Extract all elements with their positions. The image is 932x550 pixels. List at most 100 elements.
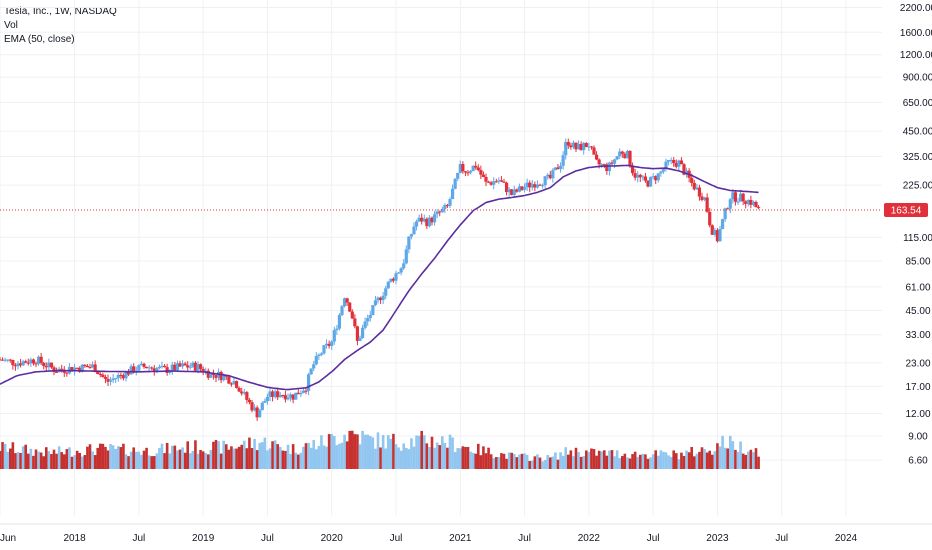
- candle-body: [26, 362, 30, 364]
- candle-body: [628, 150, 632, 167]
- candle-body: [222, 375, 226, 381]
- volume-bar: [93, 455, 97, 469]
- volume-bar: [176, 450, 179, 469]
- time-axis[interactable]: Jun 2018 Jul 2019 Jul 2020 Jul 2021 Jul 2022 Jul 20…: [0, 533, 858, 544]
- candle-body: [402, 263, 406, 269]
- candle-body: [458, 163, 462, 173]
- volume-bar: [350, 430, 354, 469]
- candle-body: [666, 160, 671, 162]
- volume-bar: [374, 448, 377, 469]
- volume-bar: [677, 459, 681, 469]
- volume-bar: [394, 444, 398, 469]
- volume-bar: [363, 434, 367, 469]
- candle-body: [330, 341, 334, 346]
- candle-body: [265, 396, 270, 402]
- volume-bar: [114, 448, 118, 469]
- volume-indicator-label[interactable]: Vol: [4, 20, 18, 31]
- volume-bar: [124, 454, 128, 469]
- volume-bar: [68, 447, 71, 469]
- candle-body: [427, 217, 432, 227]
- candle-body: [438, 211, 442, 213]
- volume-bar: [14, 453, 17, 469]
- volume-bar: [608, 450, 611, 469]
- candlestick-series: [0, 138, 761, 421]
- volume-bar: [332, 435, 336, 469]
- volume-bar: [165, 442, 169, 469]
- candle-body: [633, 173, 637, 178]
- time-tick-label: 2018: [63, 533, 86, 544]
- volume-bar: [212, 441, 215, 469]
- volume-bar: [381, 434, 385, 469]
- ema-indicator-label[interactable]: EMA (50, close): [4, 34, 75, 45]
- candle-body: [651, 176, 655, 178]
- candle-body: [497, 180, 501, 182]
- volume-bar: [299, 452, 303, 469]
- volume-bar: [327, 434, 331, 469]
- candle-body: [594, 154, 599, 160]
- candle-body: [425, 218, 429, 227]
- volume-bar: [338, 443, 341, 469]
- volume-bar: [726, 448, 730, 469]
- candle-body: [476, 167, 480, 171]
- candle-body: [42, 362, 46, 366]
- volume-bar: [523, 453, 526, 469]
- candle-body: [409, 234, 414, 237]
- volume-bar: [507, 452, 511, 469]
- candle-body: [119, 374, 123, 376]
- candle-body: [564, 141, 568, 156]
- candle-body: [270, 391, 275, 398]
- candle-body: [731, 192, 735, 200]
- candle-body: [741, 193, 745, 202]
- volume-bar: [358, 444, 362, 469]
- volume-bar: [613, 456, 616, 469]
- price-tick-label: 115.00: [903, 233, 932, 244]
- volume-bar: [356, 434, 359, 469]
- candle-body: [484, 176, 488, 182]
- volume-bar: [361, 430, 364, 469]
- candle-body: [638, 174, 642, 178]
- volume-bar: [466, 446, 470, 469]
- candle-body: [679, 160, 684, 165]
- candle-body: [489, 182, 493, 185]
- price-tick-label: 12.00: [905, 409, 930, 420]
- volume-bar: [561, 455, 565, 469]
- volume-bar: [577, 452, 580, 469]
- candle-body: [34, 363, 38, 365]
- candle-body: [492, 181, 496, 185]
- candle-body: [60, 368, 64, 370]
- volume-bar: [376, 432, 380, 469]
- volume-bar: [500, 453, 503, 469]
- candle-body: [528, 182, 532, 188]
- volume-bar: [515, 457, 519, 469]
- volume-bar: [723, 447, 727, 469]
- volume-bar: [47, 451, 51, 469]
- volume-bar: [127, 456, 130, 469]
- candle-body: [533, 184, 537, 188]
- volume-bar: [26, 453, 30, 469]
- volume-bar: [322, 445, 326, 469]
- volume-bar: [633, 451, 637, 469]
- candle-body: [584, 143, 588, 148]
- volume-bar: [158, 448, 161, 469]
- candle-body: [543, 176, 547, 186]
- price-axis[interactable]: 6.60 9.00 12.00 17.00 23.00 33.00 45.00 61.00 85…: [900, 3, 932, 467]
- last-price-tag: 163.54: [884, 202, 928, 217]
- candle-body: [29, 359, 33, 364]
- candle-body: [620, 151, 624, 154]
- volume-bar: [502, 453, 506, 469]
- candle-body: [481, 174, 486, 177]
- volume-bar: [443, 443, 447, 469]
- candle-body: [168, 371, 172, 373]
- candle-body: [18, 363, 23, 366]
- volume-bar: [422, 435, 426, 469]
- symbol-title[interactable]: Tesla, Inc., 1W, NASDAQ: [4, 6, 117, 17]
- candle-body: [561, 155, 565, 166]
- candle-body: [309, 368, 313, 375]
- candle-body: [471, 165, 475, 172]
- candle-body: [659, 171, 663, 174]
- volume-bar: [191, 450, 195, 469]
- candle-body: [754, 201, 758, 208]
- volume-bar: [518, 454, 521, 469]
- volume-bar: [554, 452, 557, 469]
